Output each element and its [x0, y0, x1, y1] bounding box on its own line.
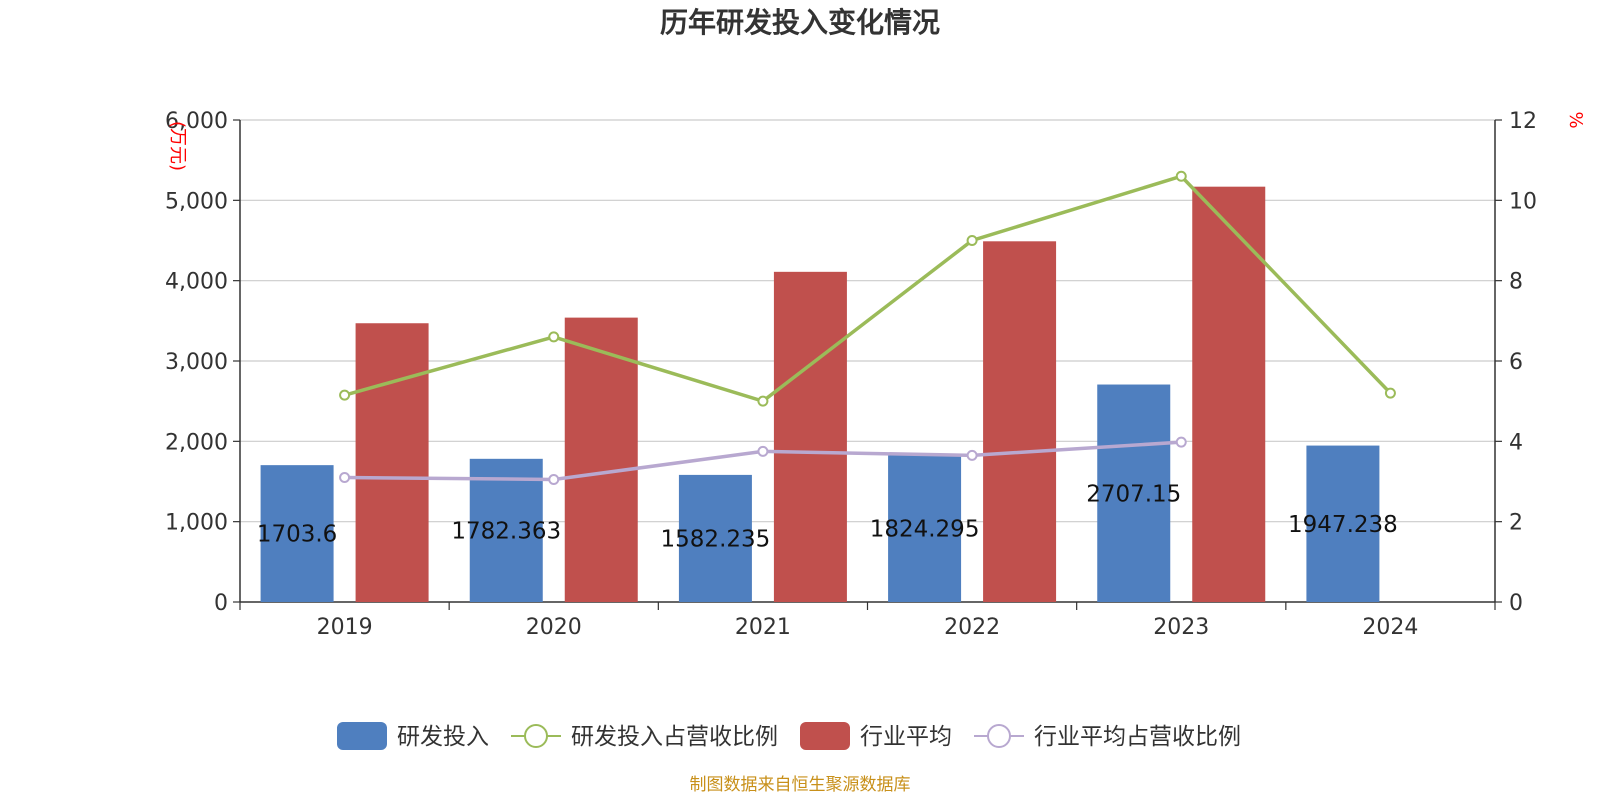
series-line [344, 174, 1392, 404]
bar [773, 271, 847, 602]
data-label: 1947.238 [1288, 512, 1398, 538]
legend-swatch-marker [524, 724, 548, 748]
y-left-tick-label: 2,000 [165, 430, 228, 455]
line-point [548, 331, 560, 343]
bars [260, 186, 1380, 602]
bar [469, 458, 543, 602]
source-note: 制图数据来自恒生聚源数据库 [690, 775, 911, 795]
legend-label: 研发投入占营收比例 [571, 724, 778, 750]
gridlines [240, 119, 1495, 523]
legend-label: 研发投入 [397, 724, 489, 750]
legend-swatch-marker [987, 724, 1011, 748]
legend-label: 行业平均占营收比例 [1034, 724, 1241, 750]
x-tick-label: 2020 [526, 615, 582, 640]
line-point [339, 471, 351, 483]
bar [1306, 445, 1380, 602]
x-tick-label: 2023 [1153, 615, 1209, 640]
bar [678, 474, 752, 602]
line-point [966, 449, 978, 461]
y-left-tick-label: 3,000 [165, 350, 228, 375]
line-point [548, 473, 560, 485]
data-labels: 1703.6 1782.363 1582.235 1824.295 2707.15 194… [257, 481, 1398, 552]
x-tick-label: 2024 [1362, 615, 1418, 640]
y-right-tick-label: 4 [1509, 430, 1523, 455]
bar [983, 241, 1057, 602]
line-point [757, 395, 769, 407]
data-label: 1824.295 [870, 517, 980, 543]
y-right-tick-label: 12 [1509, 109, 1537, 134]
axes: 0 1,000 2,000 3,000 4,000 5,000 6,000 0 2 4 6 8 10 12… [165, 109, 1537, 640]
y-right-tick-label: 2 [1509, 511, 1523, 536]
line-point [339, 389, 351, 401]
data-label: 2707.15 [1086, 481, 1181, 507]
line-point [966, 235, 978, 246]
y-right-tick-label: 10 [1509, 189, 1537, 214]
y-left-tick-label: 0 [214, 591, 228, 616]
y-right-tick-label: 6 [1509, 350, 1523, 375]
series-lines [339, 170, 1396, 485]
x-tick-label: 2021 [735, 615, 791, 640]
line-point [757, 445, 769, 457]
y-right-tick-label: 0 [1509, 591, 1523, 616]
legend-label: 行业平均 [860, 724, 952, 750]
y-left-tick-label: 1,000 [165, 511, 228, 536]
bar [564, 317, 638, 602]
data-label: 1703.6 [257, 522, 337, 548]
y-left-tick-label: 5,000 [165, 189, 228, 214]
legend: 研发投入 研发投入占营收比例 行业平均 行业平均占营收比例 [337, 722, 1241, 750]
y-left-tick-label: 6,000 [165, 109, 228, 134]
x-tick-label: 2022 [944, 615, 1000, 640]
line-point [1384, 387, 1396, 399]
data-label: 1582.235 [661, 526, 771, 552]
y-left-tick-label: 4,000 [165, 270, 228, 295]
data-label: 1782.363 [451, 518, 561, 544]
line-point [1175, 436, 1187, 448]
y-left-unit: (万元) [167, 121, 188, 171]
bar [1192, 186, 1266, 602]
bar [355, 323, 429, 602]
bar [888, 455, 962, 602]
y-right-tick-label: 8 [1509, 270, 1523, 295]
bar [1097, 384, 1171, 602]
chart-title: 历年研发投入变化情况 [660, 6, 940, 39]
legend-swatch [800, 722, 850, 750]
line-point [1175, 170, 1187, 182]
y-right-unit: % [1565, 111, 1586, 128]
legend-swatch [337, 722, 387, 750]
bar [260, 465, 334, 602]
x-tick-label: 2019 [317, 615, 373, 640]
